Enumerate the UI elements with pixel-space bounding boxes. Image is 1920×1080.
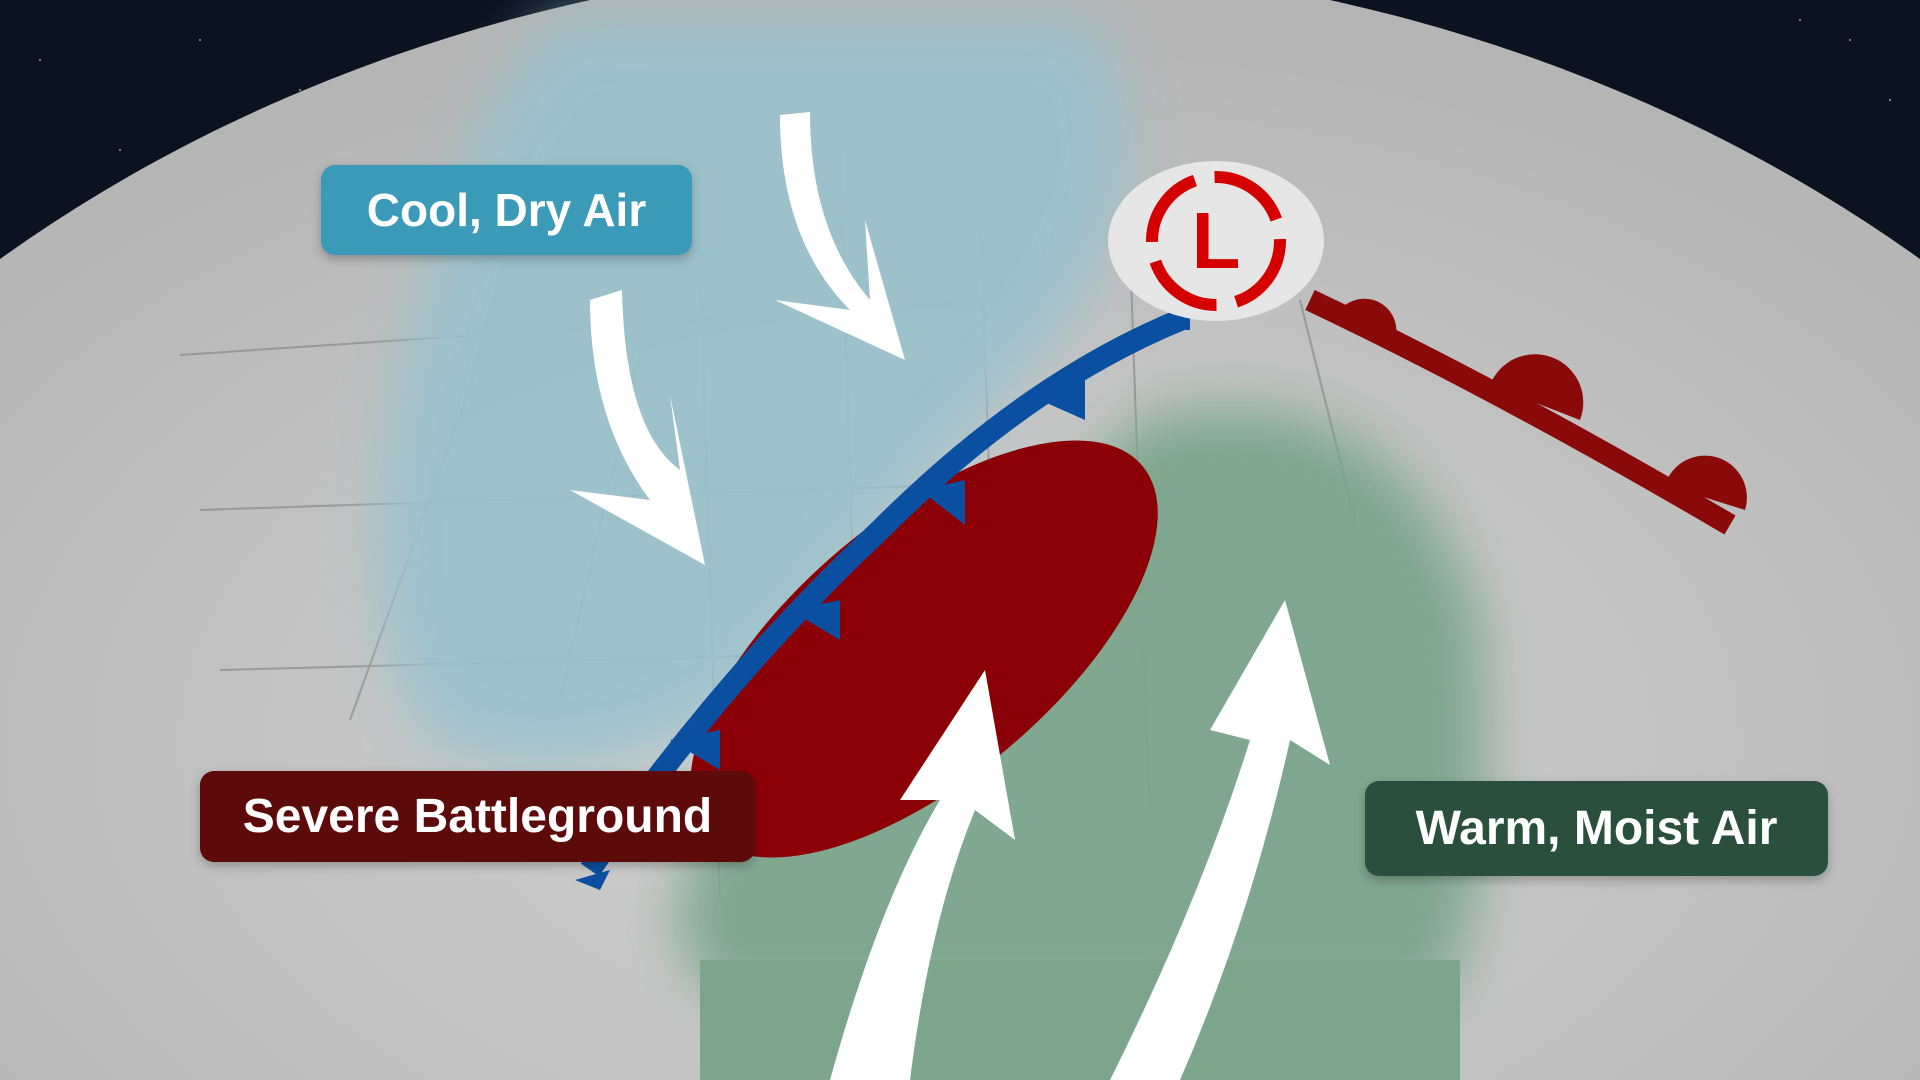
stars [39, 19, 1891, 251]
severe-region [690, 440, 1158, 858]
warm-air-region-base [700, 960, 1460, 1080]
cool-dry-air-label: Cool, Dry Air [321, 165, 692, 255]
warm-moist-air-label: Warm, Moist Air [1365, 781, 1828, 876]
severe-battleground-label: Severe Battleground [200, 771, 755, 862]
warm-arrow-2 [1110, 600, 1330, 1080]
warm-front [1305, 290, 1736, 535]
wind-arrows [570, 112, 1330, 1080]
warm-air-region [678, 408, 1485, 1000]
cold-front [580, 307, 1190, 877]
cool-arrow-2 [570, 290, 705, 565]
warm-front-semicircles [1340, 298, 1747, 510]
low-pressure-center: L [1108, 161, 1324, 321]
low-pressure-letter: L [1192, 196, 1241, 285]
warm-arrow-1 [830, 670, 1015, 1080]
cool-arrow-1 [775, 112, 905, 360]
